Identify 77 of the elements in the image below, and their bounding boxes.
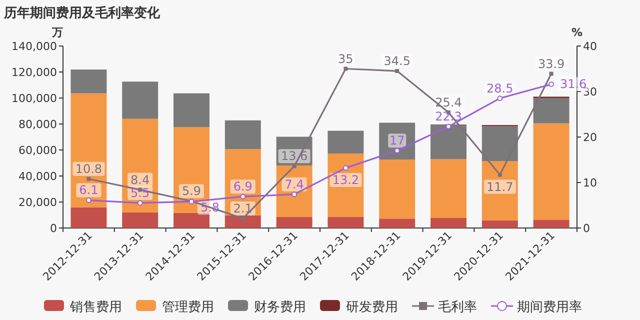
y-tick-label: 100,000 (12, 92, 57, 105)
bar (276, 165, 312, 217)
data-label: 6.9 (233, 180, 252, 194)
y2-axis-title: % (571, 26, 583, 39)
point (394, 148, 400, 154)
point (344, 66, 348, 71)
data-label: 17 (389, 134, 405, 148)
data-label: 25.4 (435, 95, 462, 110)
y2-tick-label: 0 (583, 222, 590, 235)
data-label: 11.7 (486, 180, 514, 194)
bar (122, 118, 158, 212)
data-label: 33.9 (538, 56, 565, 71)
bar (70, 207, 107, 228)
bar (482, 220, 518, 228)
point (549, 72, 554, 76)
bar (379, 218, 416, 228)
y-axis-title: 万 (51, 26, 63, 39)
point (240, 216, 245, 220)
y-tick-label: 80,000 (18, 118, 57, 131)
data-label: 5.8 (200, 200, 220, 215)
data-label: 28.5 (486, 81, 514, 96)
bar (122, 212, 158, 228)
y-tick-label: 60,000 (18, 144, 57, 157)
bar (533, 220, 570, 228)
data-label: 34.5 (384, 54, 410, 68)
point (548, 82, 554, 87)
data-label: 7.4 (284, 177, 304, 192)
bar (70, 93, 107, 208)
legend-label: 期间费用率 (517, 299, 582, 315)
data-label: 13.2 (332, 172, 360, 187)
y-tick-label: 40,000 (18, 170, 57, 183)
bar (276, 216, 312, 228)
data-label: 5.9 (182, 184, 202, 198)
point (86, 198, 92, 203)
y2-tick-label: 40 (583, 40, 597, 53)
point (446, 124, 452, 130)
legend-label: 毛利率 (438, 299, 477, 315)
point (292, 192, 297, 198)
bar (174, 212, 210, 228)
point (498, 172, 502, 177)
bar (379, 159, 416, 219)
point (395, 69, 400, 74)
y-tick-label: 140,000 (12, 40, 57, 53)
point (137, 200, 143, 206)
bar (224, 149, 261, 216)
legend-label: 研发费用 (346, 300, 398, 315)
point (343, 165, 348, 171)
bar (328, 216, 364, 228)
chart-title: 历年期间费用及毛利率变化 (3, 5, 161, 21)
point (292, 164, 296, 168)
bar (482, 161, 518, 220)
bar (70, 70, 107, 94)
legend-label: 财务费用 (254, 300, 306, 315)
bar (174, 93, 210, 128)
data-label: 10.8 (75, 162, 102, 176)
bar (430, 218, 466, 228)
point (240, 194, 246, 200)
bar (122, 82, 158, 119)
y-tick-label: 0 (50, 222, 57, 235)
bar (379, 122, 416, 160)
legend-label: 销售费用 (69, 300, 122, 315)
data-label: 35 (338, 52, 354, 66)
point (86, 176, 91, 181)
bar (224, 120, 261, 150)
data-label: 6.1 (79, 183, 98, 198)
bar (482, 126, 518, 162)
bar (533, 123, 570, 220)
bar (328, 154, 364, 217)
y-tick-label: 20,000 (18, 196, 57, 209)
point (497, 96, 503, 102)
legend-label: 管理费用 (162, 300, 214, 315)
y2-tick-label: 10 (583, 176, 597, 190)
data-label: 8.4 (130, 172, 150, 187)
bar (430, 159, 466, 218)
y2-tick-label: 20 (583, 131, 597, 144)
y-tick-label: 120,000 (12, 66, 57, 79)
bar (328, 130, 364, 154)
